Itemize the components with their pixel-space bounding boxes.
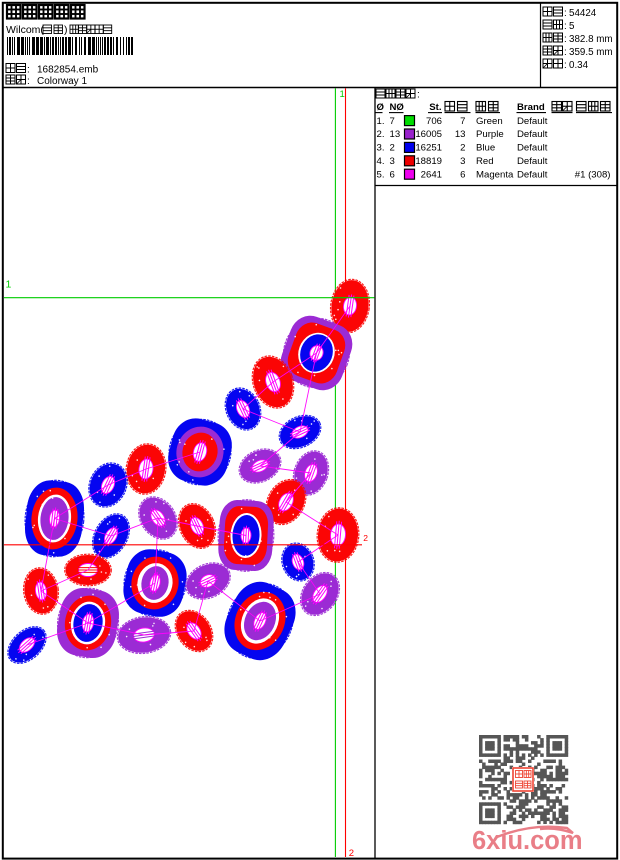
svg-text:St.: St.: [429, 102, 441, 113]
svg-text:382.8 mm: 382.8 mm: [569, 34, 613, 45]
svg-text:Default: Default: [517, 143, 548, 154]
svg-text:6xiu.com: 6xiu.com: [472, 827, 583, 855]
svg-text::: :: [27, 76, 30, 87]
svg-text:2: 2: [363, 533, 368, 543]
svg-text:6: 6: [390, 169, 395, 180]
svg-text:Default: Default: [517, 169, 548, 180]
svg-text:Purple: Purple: [476, 129, 504, 140]
svg-text:1: 1: [6, 279, 12, 291]
svg-text::: :: [417, 90, 420, 101]
svg-text::: :: [564, 60, 567, 71]
svg-text:Colorway 1: Colorway 1: [37, 76, 87, 87]
svg-text:1.: 1.: [377, 116, 385, 127]
svg-text:NØ: NØ: [390, 102, 405, 113]
svg-text:Red: Red: [476, 156, 494, 167]
svg-text:Brand: Brand: [517, 102, 545, 113]
svg-text:Green: Green: [476, 116, 503, 127]
svg-text:Default: Default: [517, 116, 548, 127]
svg-text:Ø: Ø: [377, 102, 385, 113]
svg-text:6: 6: [460, 169, 465, 180]
svg-text:1682854.emb: 1682854.emb: [37, 65, 99, 76]
svg-text:0.34: 0.34: [569, 60, 589, 71]
svg-text:2.: 2.: [377, 129, 385, 140]
svg-text:3: 3: [390, 156, 395, 167]
svg-text:Magenta: Magenta: [476, 169, 514, 180]
svg-text:): ): [64, 24, 68, 36]
svg-text:Blue: Blue: [476, 143, 495, 154]
svg-text::: :: [564, 47, 567, 58]
svg-text:2: 2: [390, 143, 395, 154]
svg-text::: :: [564, 8, 567, 19]
svg-text:359.5 mm: 359.5 mm: [569, 47, 613, 58]
svg-text:706: 706: [426, 116, 442, 127]
svg-text:5.: 5.: [377, 169, 385, 180]
svg-text:Default: Default: [517, 129, 548, 140]
svg-text:2641: 2641: [421, 169, 442, 180]
svg-text:Default: Default: [517, 156, 548, 167]
svg-text:1: 1: [340, 89, 345, 100]
svg-text:7: 7: [390, 116, 395, 127]
svg-text::: :: [564, 34, 567, 45]
svg-text:#1 (308): #1 (308): [575, 169, 611, 180]
svg-text:16005: 16005: [415, 129, 442, 140]
svg-text:5: 5: [569, 21, 575, 32]
svg-text:3.: 3.: [377, 143, 385, 154]
svg-text:4.: 4.: [377, 156, 385, 167]
svg-text:16251: 16251: [415, 143, 442, 154]
svg-text:13: 13: [455, 129, 466, 140]
svg-text:2: 2: [349, 848, 354, 859]
svg-text:54424: 54424: [569, 8, 597, 19]
svg-text::: :: [27, 65, 30, 76]
svg-text:7: 7: [460, 116, 465, 127]
svg-text:2: 2: [460, 143, 465, 154]
svg-text:18819: 18819: [415, 156, 442, 167]
svg-text::: :: [564, 21, 567, 32]
svg-text:13: 13: [390, 129, 401, 140]
svg-text:3: 3: [460, 156, 465, 167]
svg-text:Wilcom(: Wilcom(: [6, 24, 44, 36]
